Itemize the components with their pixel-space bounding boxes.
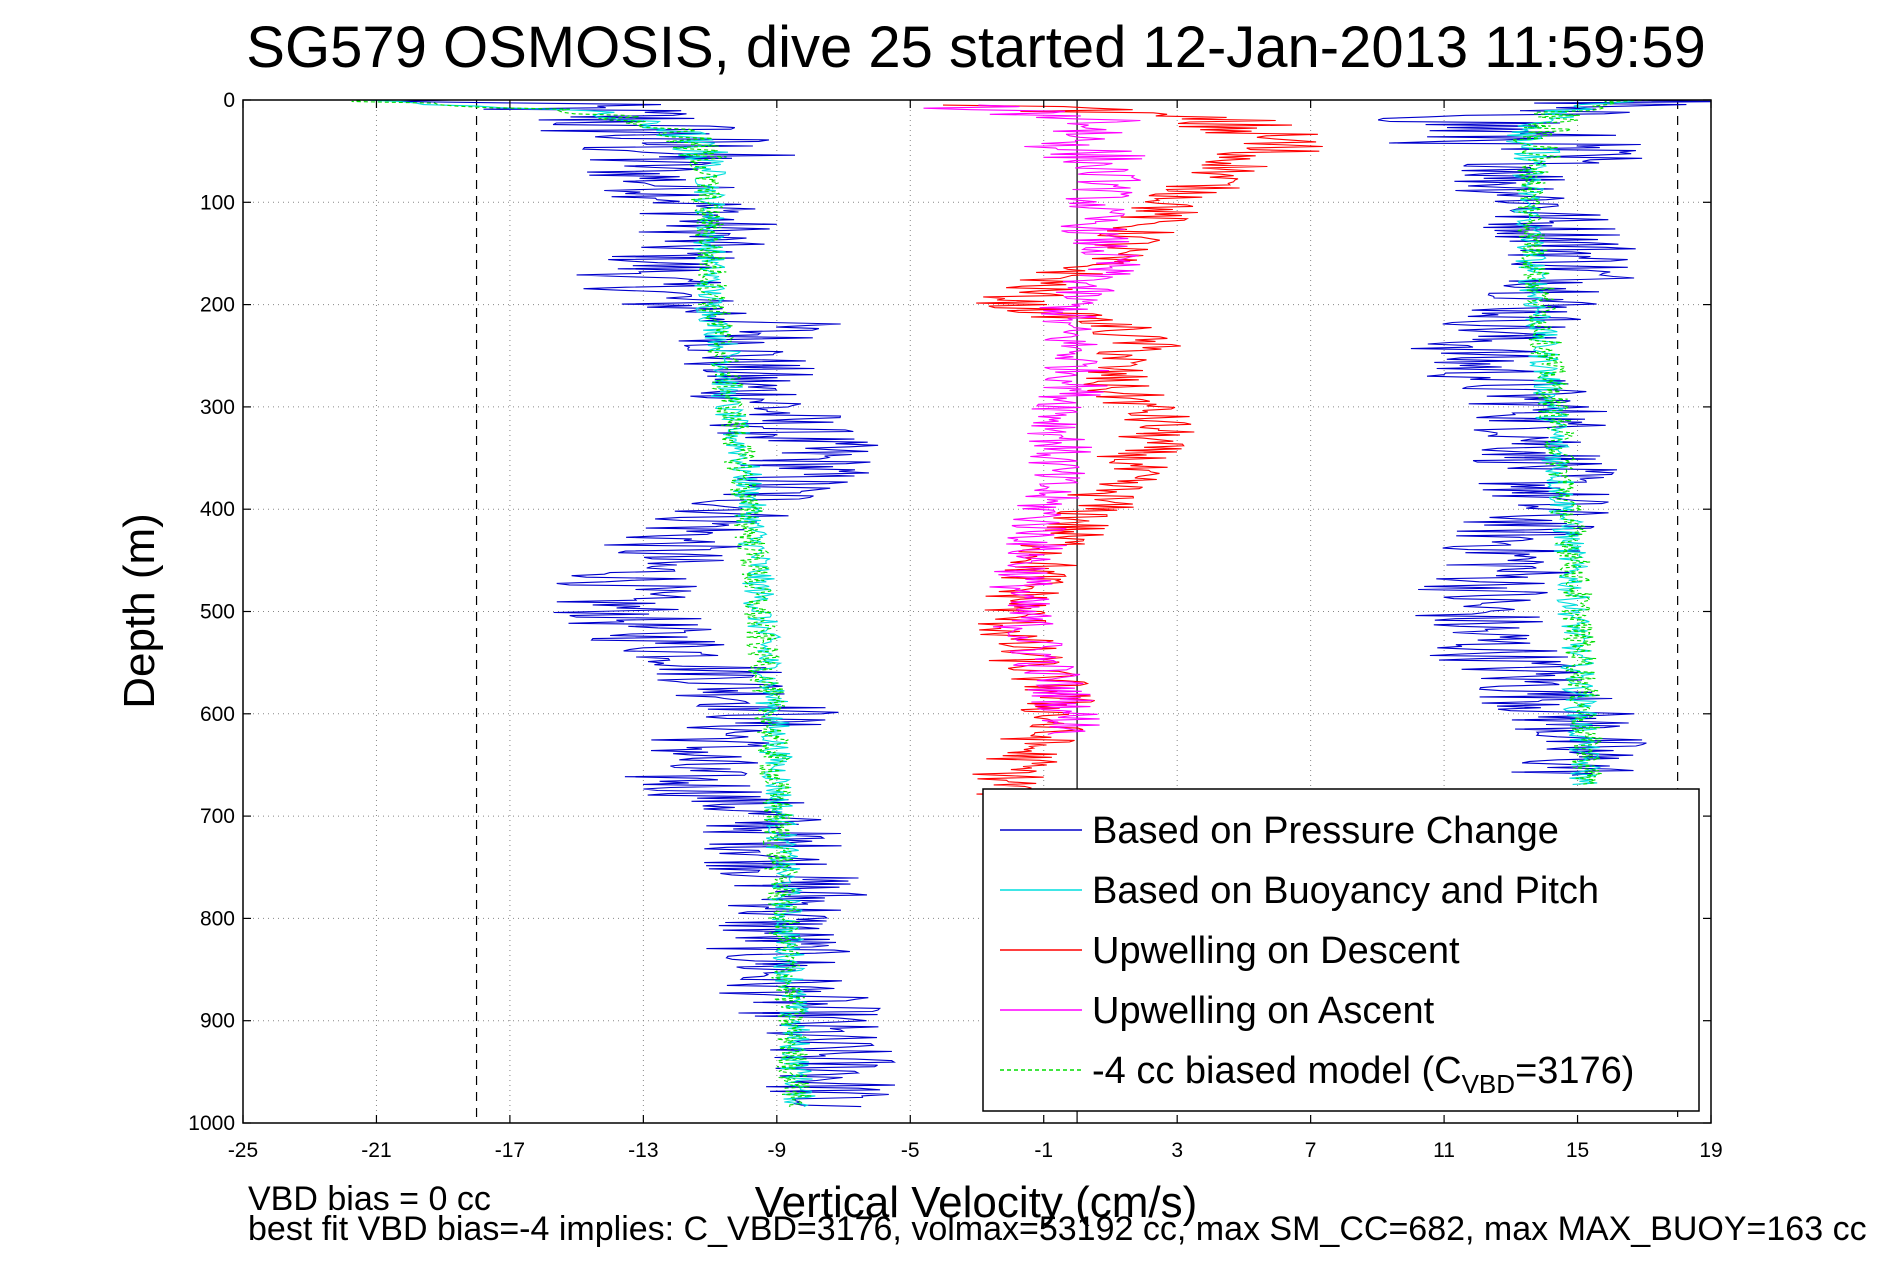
- series-line: [1511, 100, 1656, 785]
- x-tick-label: 11: [1433, 1139, 1455, 1162]
- x-tick-label: 7: [1305, 1139, 1317, 1162]
- chart-title: SG579 OSMOSIS, dive 25 started 12-Jan-20…: [246, 15, 1705, 80]
- x-axis-label: Vertical Velocity (cm/s): [755, 1178, 1198, 1227]
- series-group: [351, 100, 1711, 1108]
- series-line: [351, 100, 812, 1108]
- y-tick-label: 500: [200, 601, 235, 624]
- x-tick-label: -25: [228, 1139, 258, 1162]
- y-tick-label: 600: [200, 703, 235, 726]
- y-tick-label: 900: [200, 1010, 235, 1033]
- series-3: [923, 104, 1146, 735]
- legend-label: Upwelling on Descent: [1092, 930, 1460, 972]
- series-line: [942, 104, 1323, 797]
- series-line: [923, 104, 1146, 735]
- x-tick-label: 3: [1171, 1139, 1183, 1162]
- legend-label: -4 cc biased model (CVBD=3176): [1092, 1050, 1634, 1099]
- series-2: [942, 104, 1323, 797]
- y-tick-label: 300: [200, 396, 235, 419]
- legend-label: Based on Pressure Change: [1092, 810, 1559, 852]
- x-tick-label: -13: [628, 1139, 658, 1162]
- x-tick-label: 15: [1566, 1139, 1589, 1162]
- best-fit-annotation: best fit VBD bias=-4 implies: C_VBD=3176…: [248, 1210, 1867, 1248]
- y-tick-label: 1000: [188, 1112, 235, 1135]
- y-tick-label: 400: [200, 498, 235, 521]
- x-tick-label: -17: [495, 1139, 525, 1162]
- vbd-bias-annotation: VBD bias = 0 cc: [248, 1180, 491, 1218]
- y-axis-label: Depth (m): [115, 513, 164, 709]
- y-tick-label: 700: [200, 805, 235, 828]
- series-line: [398, 100, 897, 1108]
- series-line: [1506, 100, 1634, 785]
- legend-items: Based on Pressure Change Based on Buoyanc…: [1000, 810, 1634, 1099]
- legend-box: [982, 788, 1700, 1112]
- x-tick-label: -1: [1034, 1139, 1053, 1162]
- y-tick-label: 200: [200, 294, 235, 317]
- x-tick-label: -9: [767, 1139, 786, 1162]
- x-tick-label: 19: [1699, 1139, 1722, 1162]
- series-4: [351, 100, 1656, 1108]
- legend: Based on Pressure Change Based on Buoyanc…: [982, 788, 1700, 1112]
- x-tick-label: -5: [901, 1139, 920, 1162]
- series-line: [361, 100, 816, 1108]
- y-axis-ticks: 0 100 200 300 400 500 600 700 800 900 1000: [188, 89, 1711, 1135]
- y-tick-label: 100: [200, 191, 235, 214]
- y-tick-label: 800: [200, 907, 235, 930]
- series-line: [1377, 100, 1711, 776]
- x-axis-ticks: -25 -21 -17 -13 -9 -5 -1 3 7 11 15 19: [228, 100, 1723, 1162]
- legend-label: Upwelling on Ascent: [1092, 990, 1435, 1032]
- x-tick-label: -21: [361, 1139, 391, 1162]
- y-tick-label: 0: [223, 89, 235, 112]
- legend-label: Based on Buoyancy and Pitch: [1092, 870, 1599, 912]
